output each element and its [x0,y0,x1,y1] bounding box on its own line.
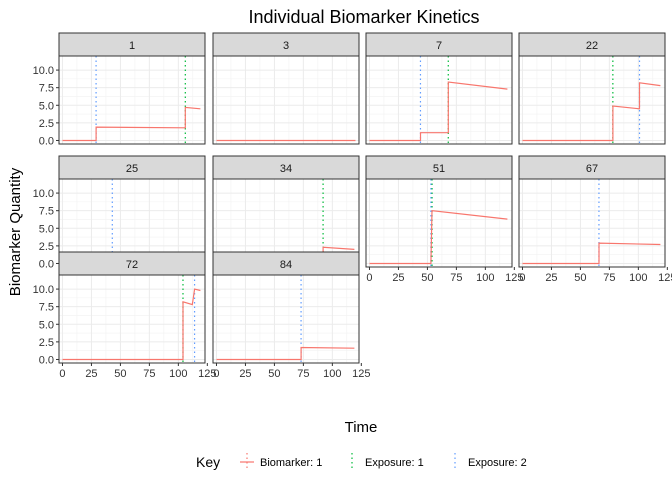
x-tick-label: 0 [366,272,372,284]
y-tick-label: 0.0 [39,354,54,366]
y-tick-label: 0.0 [39,135,54,147]
biomarker-series-line [62,288,201,361]
x-tick-label: 125 [352,368,370,380]
panel-border [365,55,513,145]
biomarker-series-line [522,82,661,142]
panel-84: 84 0 25 50 75 100 125 [212,251,370,380]
panel-border [58,274,206,364]
y-tick-label: 2.5 [39,337,54,349]
panel-51: 51 0 25 50 75 100 125 [365,155,523,284]
x-tick-label: 50 [268,368,280,380]
legend-entry: Biomarker: 1 [240,453,322,471]
legend-title: Key [196,454,220,470]
x-tick-label: 125 [658,272,672,284]
y-tick-label: 10.0 [33,188,54,200]
x-tick-label: 50 [574,272,586,284]
x-tick-label: 100 [476,272,494,284]
x-tick-label: 50 [114,368,126,380]
panel-border [365,178,513,268]
x-tick-label: 100 [169,368,187,380]
panel-background [519,56,665,144]
y-tick-label: 5.0 [39,100,54,112]
panel-background [366,179,512,267]
y-tick-label: 5.0 [39,319,54,331]
y-tick-label: 5.0 [39,223,54,235]
y-axis-title: Biomarker Quantity [7,167,24,296]
panel-label: 34 [280,163,292,175]
legend: Key Biomarker: 1 Exposure: 1 Exposure: 2 [196,453,527,471]
y-tick-label: 2.5 [39,241,54,253]
panel-22: 22 [518,32,666,145]
panel-label: 3 [283,40,289,52]
panel-label: 1 [129,40,135,52]
y-tick-label: 2.5 [39,118,54,130]
x-tick-label: 25 [239,368,251,380]
panel-label: 22 [586,40,598,52]
chart-title: Individual Biomarker Kinetics [248,7,479,27]
legend-entry: Exposure: 2 [454,453,527,471]
x-tick-label: 0 [519,272,525,284]
x-tick-label: 0 [213,368,219,380]
biomarker-series-line [522,242,661,265]
x-tick-label: 50 [421,272,433,284]
x-tick-label: 125 [198,368,216,380]
legend-entry: Exposure: 1 [351,453,424,471]
panel-background [59,56,205,144]
x-tick-label: 25 [392,272,404,284]
x-axis-title: Time [345,419,378,436]
panel-background [59,275,205,363]
x-tick-label: 0 [59,368,65,380]
x-tick-label: 75 [143,368,155,380]
x-tick-label: 75 [450,272,462,284]
x-tick-label: 25 [85,368,97,380]
biomarker-series-line [369,210,508,265]
x-tick-label: 75 [297,368,309,380]
biomarker-series-line [62,106,201,142]
panel-background [213,56,359,144]
legend-label: Exposure: 1 [365,457,424,469]
y-tick-label: 10.0 [33,65,54,77]
panel-1: 10.02.55.07.510.0 [33,32,206,147]
panel-67: 67 0 25 50 75 100 125 [518,155,672,284]
legend-label: Exposure: 2 [468,457,527,469]
panel-border [518,55,666,145]
y-tick-label: 7.5 [39,206,54,218]
panel-background [519,179,665,267]
panel-34: 34 [212,155,360,268]
panel-background [366,56,512,144]
panel-background [213,275,359,363]
panel-label: 72 [126,259,138,271]
y-tick-label: 10.0 [33,284,54,296]
panels-group: 10.02.55.07.510.03 7 22250.02.55.07.510.03… [33,32,672,380]
x-tick-label: 75 [603,272,615,284]
biomarker-series-line [216,346,355,361]
panel-7: 7 [365,32,513,145]
y-tick-label: 0.0 [39,258,54,270]
y-tick-label: 7.5 [39,83,54,95]
panel-label: 25 [126,163,138,175]
panel-72: 72 0.0 2.5 5.0 7.5 10.0 0 25 50 75 100 125 [33,251,216,380]
panel-3: 3 [212,32,360,145]
x-tick-label: 100 [629,272,647,284]
y-tick-label: 7.5 [39,302,54,314]
panel-label: 51 [433,163,445,175]
x-tick-label: 25 [545,272,557,284]
biomarker-series-line [369,81,508,142]
legend-label: Biomarker: 1 [260,457,322,469]
panel-border [212,55,360,145]
x-tick-label: 125 [505,272,523,284]
x-tick-label: 100 [323,368,341,380]
panel-border [212,274,360,364]
panel-label: 7 [436,40,442,52]
panel-border [518,178,666,268]
panel-label: 84 [280,259,292,271]
panel-border [58,55,206,145]
panel-label: 67 [586,163,598,175]
